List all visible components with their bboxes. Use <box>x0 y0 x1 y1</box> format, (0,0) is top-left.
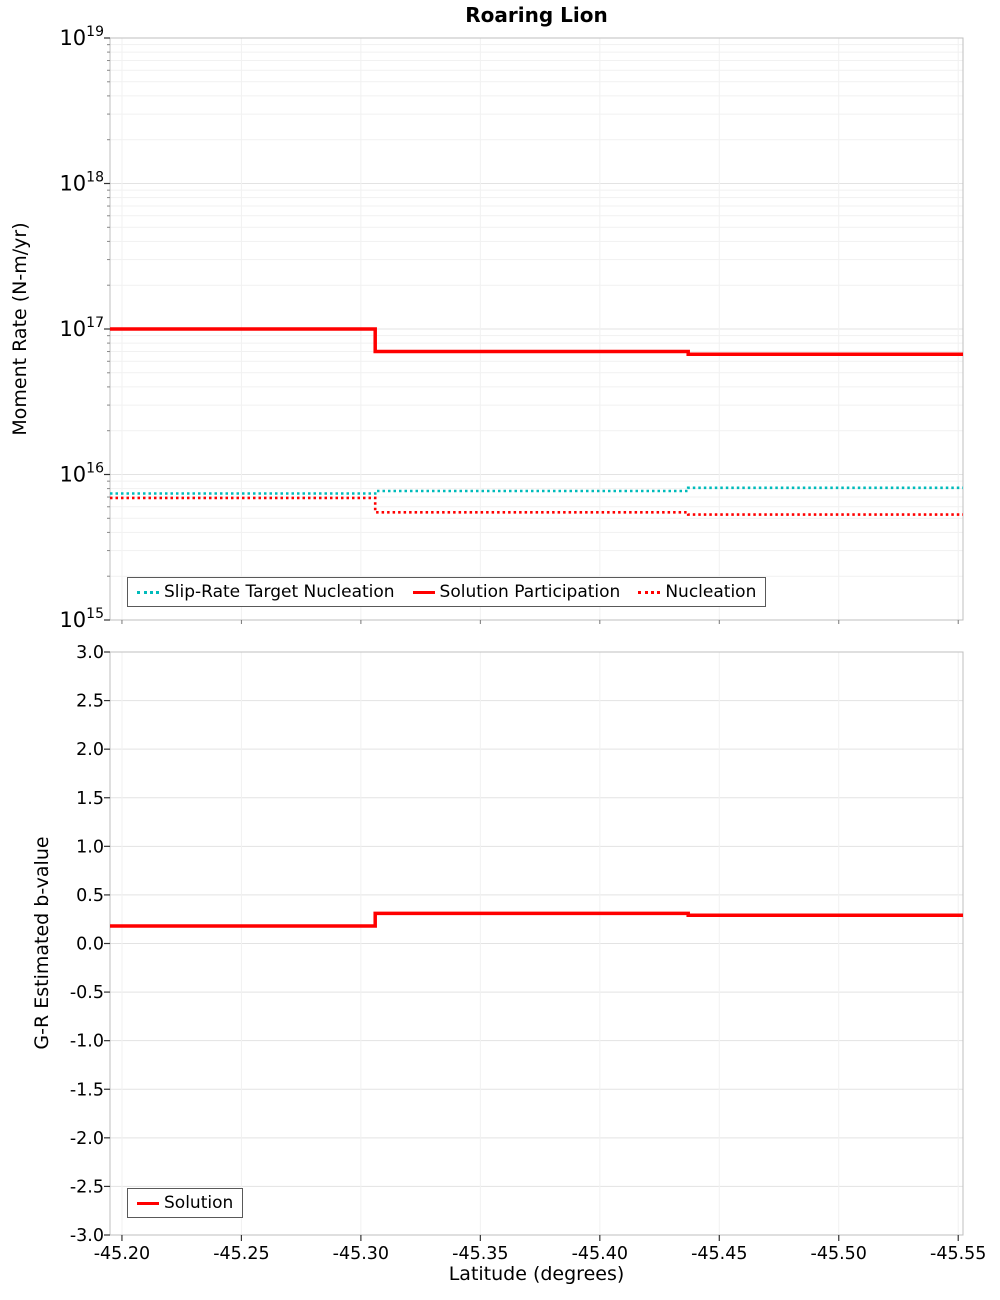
y-tick-label: -2.5 <box>70 1177 104 1197</box>
x-tick-label: -45.55 <box>930 1244 986 1264</box>
y-tick-label: 1.5 <box>76 789 104 809</box>
legend-item: Slip-Rate Target Nucleation <box>137 582 395 602</box>
y-tick-label: 3.0 <box>76 643 104 663</box>
series-slip-rate-target-nucleation <box>110 486 963 495</box>
figure-title: Roaring Lion <box>465 3 608 27</box>
latitude-axis-label: Latitude (degrees) <box>448 1263 625 1285</box>
y-tick-label: -1.0 <box>70 1032 104 1052</box>
y-tick-label: 1018 <box>59 170 104 196</box>
series-solution-participation <box>110 327 963 357</box>
legend-line-sample <box>137 1201 159 1205</box>
legend-label: Solution <box>164 1193 234 1213</box>
legend-item: Solution <box>137 1193 233 1213</box>
y-tick-label: -0.5 <box>70 983 104 1003</box>
y-tick-label: 2.0 <box>76 740 104 760</box>
b-value-legend: Solution <box>127 1188 244 1218</box>
x-tick-label: -45.40 <box>572 1244 628 1264</box>
legend-line-sample <box>638 590 661 594</box>
series-solution <box>110 911 963 928</box>
legend-label: Slip-Rate Target Nucleation <box>164 582 395 602</box>
x-tick-label: -45.30 <box>333 1244 389 1264</box>
y-tick-label: 2.5 <box>76 692 104 712</box>
legend-label: Nucleation <box>665 582 757 602</box>
y-tick-label: 0.5 <box>76 886 104 906</box>
legend-label: Solution Participation <box>439 582 621 602</box>
y-tick-label: 0.0 <box>76 935 104 955</box>
x-tick-label: -45.20 <box>94 1244 150 1264</box>
x-tick-label: -45.25 <box>213 1244 269 1264</box>
x-tick-label: -45.50 <box>811 1244 867 1264</box>
y-tick-label: 1.0 <box>76 837 104 857</box>
b-value-axis-label: G-R Estimated b-value <box>31 836 53 1050</box>
y-tick-label: 1015 <box>59 606 104 632</box>
x-tick-label: -45.35 <box>452 1244 508 1264</box>
plot-top: 1015 1016 1017 1018 1019 <box>59 24 964 632</box>
legend-line-sample <box>137 590 159 594</box>
y-tick-label: -3.0 <box>70 1226 104 1246</box>
y-tick-label: 1016 <box>59 461 104 487</box>
moment-rate-axis-label: Moment Rate (N-m/yr) <box>9 222 31 436</box>
y-tick-label: -2.0 <box>70 1129 104 1149</box>
y-tick-label: -1.5 <box>70 1080 104 1100</box>
y-tick-label: 1017 <box>59 315 104 341</box>
legend-item: Solution Participation <box>412 582 621 602</box>
series-nucleation <box>110 496 963 516</box>
moment-rate-legend: Slip-Rate Target Nucleation Solution Part… <box>127 577 767 607</box>
legend-item: Nucleation <box>638 582 756 602</box>
x-tick-label: -45.45 <box>691 1244 747 1264</box>
legend-line-sample <box>412 590 435 594</box>
plot-bottom: 3.0 2.5 2.0 1.5 1.0 0.5 0.0 -0.5 -1.0 -1.5 -2.0 -2.… <box>70 643 987 1264</box>
y-tick-label: 1019 <box>59 24 104 50</box>
